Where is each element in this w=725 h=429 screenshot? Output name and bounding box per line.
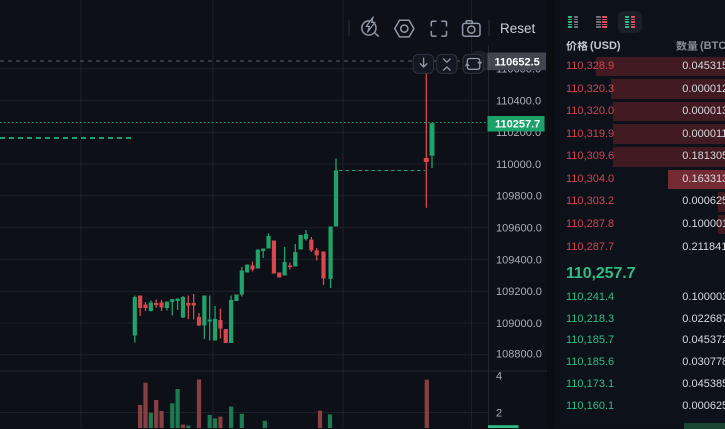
svg-text:110257.7: 110257.7: [495, 119, 540, 131]
svg-text:Reset: Reset: [500, 21, 536, 36]
svg-text:109200.0: 109200.0: [496, 286, 542, 298]
svg-text:110000.0: 110000.0: [496, 159, 541, 171]
svg-text:109000.0: 109000.0: [496, 318, 542, 330]
svg-text:109400.0: 109400.0: [496, 254, 542, 266]
svg-text:109600.0: 109600.0: [496, 223, 542, 235]
svg-text:4: 4: [496, 371, 502, 383]
svg-text:110400.0: 110400.0: [496, 95, 541, 107]
svg-text:110652.5: 110652.5: [495, 57, 540, 69]
svg-text:108800.0: 108800.0: [496, 349, 542, 361]
svg-text:2: 2: [496, 408, 502, 420]
svg-text:109800.0: 109800.0: [496, 191, 542, 203]
